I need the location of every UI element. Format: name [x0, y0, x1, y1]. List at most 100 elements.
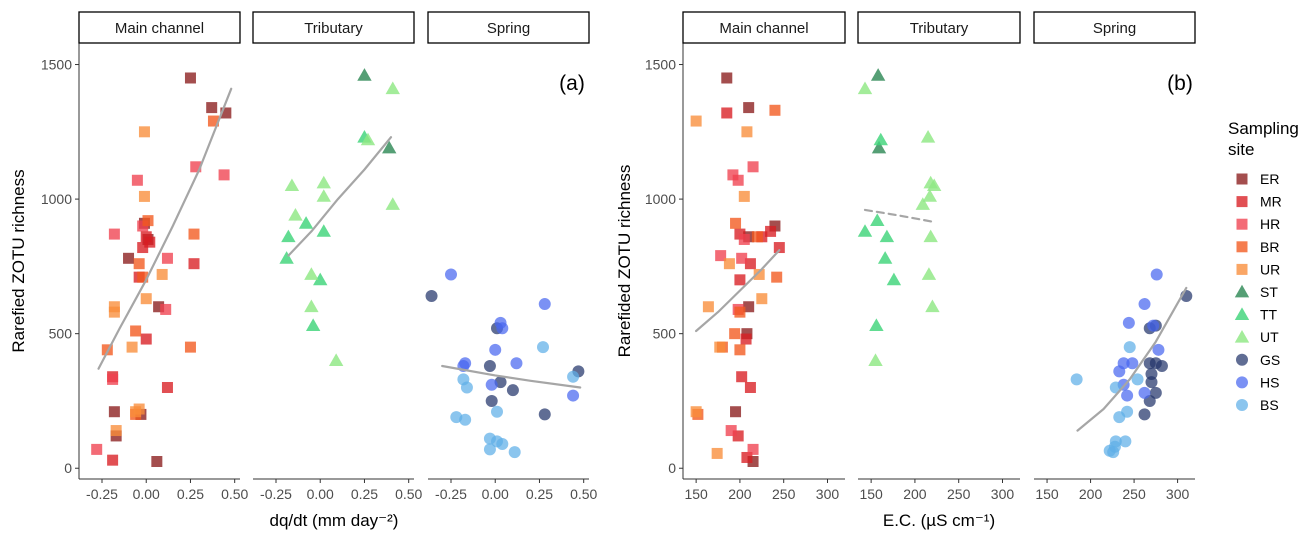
legend-key — [1236, 196, 1248, 208]
facet-strip-label: Spring — [487, 20, 530, 37]
data-point — [537, 341, 549, 354]
data-point — [744, 381, 756, 393]
data-point — [773, 242, 785, 254]
x-tick-label: 0.25 — [177, 486, 204, 502]
data-point — [1145, 376, 1158, 389]
data-point — [923, 229, 938, 243]
data-point — [715, 250, 727, 262]
facet: Main channel 150 200 250 300 — [682, 11, 846, 502]
x-tick-label: 250 — [772, 486, 796, 502]
data-point — [140, 333, 152, 345]
data-point — [771, 271, 783, 283]
data-point — [188, 258, 200, 270]
legend-label: BR — [1260, 239, 1279, 255]
x-tick-label: 150 — [1035, 486, 1059, 502]
data-point — [385, 81, 400, 95]
x-tick-label: 150 — [859, 486, 883, 502]
data-point — [743, 301, 755, 313]
y-tick-label: 0 — [64, 460, 72, 476]
data-point — [108, 306, 120, 318]
y-tick-label: 1000 — [41, 191, 72, 207]
data-point — [877, 251, 893, 264]
legend-key — [1236, 263, 1248, 275]
data-point — [868, 353, 883, 366]
data-point — [870, 68, 886, 81]
trend-line — [863, 208, 936, 224]
data-point — [729, 328, 741, 340]
data-point — [313, 272, 328, 286]
y-axis-title: Rarefied ZOTU richness — [9, 169, 28, 352]
data-point — [184, 72, 196, 84]
data-point — [140, 231, 152, 243]
x-tick-label: 300 — [816, 486, 840, 502]
data-point — [857, 81, 873, 95]
data-point — [714, 341, 726, 353]
data-point — [741, 451, 753, 463]
x-tick-label: 0.25 — [351, 486, 378, 502]
legend-key — [1236, 376, 1248, 389]
legend-key — [1236, 241, 1248, 253]
data-point — [751, 231, 763, 243]
data-point — [126, 341, 138, 353]
x-tick-label: 0.00 — [307, 486, 334, 502]
data-point — [425, 289, 438, 302]
legend-item: HR — [1236, 216, 1280, 232]
x-axis-title: E.C. (µS cm⁻¹) — [883, 511, 995, 530]
data-point — [506, 384, 519, 397]
facet-strip-label: Tributary — [910, 20, 969, 37]
x-tick-label: 0.50 — [570, 486, 597, 502]
x-tick-label: 0.50 — [221, 486, 248, 502]
data-point — [328, 353, 344, 366]
x-tick-label: 300 — [1166, 486, 1190, 502]
data-point — [304, 299, 319, 313]
data-point — [161, 252, 173, 264]
data-point — [747, 456, 759, 468]
data-points — [690, 72, 785, 468]
data-point — [711, 447, 723, 459]
data-point — [734, 306, 746, 318]
data-point — [1138, 298, 1151, 311]
data-point — [156, 268, 168, 280]
data-point — [769, 104, 781, 116]
data-point — [360, 132, 376, 146]
data-point — [869, 318, 884, 331]
data-point — [1138, 408, 1151, 421]
data-point — [1147, 319, 1160, 332]
data-point — [736, 371, 748, 383]
legend-item: UT — [1234, 329, 1279, 345]
data-point — [137, 242, 149, 254]
y-tick-label: 500 — [49, 326, 73, 342]
data-point — [489, 343, 502, 356]
facet: Spring -0.25 0.00 0.25 0.50 — [425, 11, 598, 502]
y-tick-label: 1500 — [645, 57, 676, 73]
legend-key — [1236, 353, 1248, 366]
data-point — [1123, 341, 1136, 354]
panel-a: 0 500 1000 1500 Rarefied ZOTU richness dq/dt … — [9, 11, 598, 530]
data-point — [160, 303, 172, 315]
data-point — [736, 252, 748, 264]
data-point — [721, 72, 733, 84]
data-points — [279, 68, 400, 366]
trend-line — [97, 87, 233, 370]
x-tick-label: -0.25 — [260, 486, 292, 502]
x-axis-title: dq/dt (mm day⁻²) — [270, 511, 399, 530]
data-point — [445, 268, 457, 281]
x-tick-label: -0.25 — [86, 486, 118, 502]
data-point — [483, 359, 496, 372]
y-axis-title: Rarefided ZOTU richness — [615, 165, 634, 358]
legend-label: ST — [1260, 284, 1278, 300]
legend-label: HR — [1260, 216, 1280, 232]
data-point — [1070, 373, 1083, 386]
data-point — [184, 341, 196, 353]
data-point — [485, 394, 498, 407]
data-point — [725, 425, 737, 437]
data-point — [123, 252, 135, 264]
facet-strip — [78, 11, 241, 44]
data-point — [744, 258, 756, 270]
data-point — [508, 446, 521, 459]
panel-tag: (b) — [1167, 72, 1193, 95]
data-points — [425, 268, 585, 459]
legend-item: ER — [1236, 171, 1279, 187]
facet-strip-label: Main channel — [115, 20, 204, 37]
data-point — [567, 370, 580, 383]
